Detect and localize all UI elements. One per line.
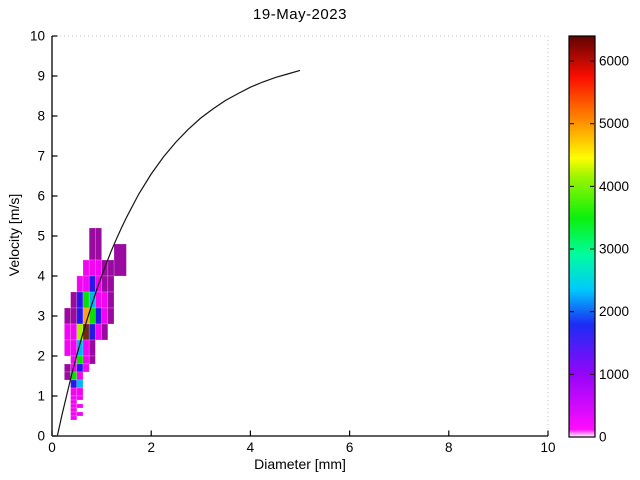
- histogram-cell: [95, 323, 102, 341]
- histogram-cell: [88, 227, 96, 261]
- y-tick-label: 0: [37, 429, 45, 444]
- colorbar-tick-label: 3000: [599, 242, 629, 257]
- histogram-cell: [82, 339, 90, 357]
- histogram-cell: [70, 379, 78, 389]
- histogram-cell: [70, 407, 78, 413]
- y-tick-label: 1: [37, 389, 45, 404]
- histogram-cell: [88, 355, 96, 365]
- histogram-cell: [64, 307, 71, 325]
- histogram-cell: [76, 363, 84, 373]
- histogram-cell: [82, 259, 90, 277]
- chart-title: 19-May-2023: [253, 6, 347, 23]
- histogram-cell: [70, 415, 78, 421]
- histogram-cell: [88, 259, 96, 277]
- terminal-velocity-curve: [56, 69, 301, 436]
- histogram-cell: [70, 323, 78, 341]
- colorbar-tick-label: 0: [599, 430, 607, 445]
- histogram-cell: [70, 411, 78, 417]
- histogram-cell: [64, 371, 71, 381]
- histogram-cell: [88, 323, 96, 341]
- histogram-cell: [76, 355, 84, 365]
- x-tick-label: 10: [540, 440, 555, 455]
- histogram-cell: [76, 371, 84, 381]
- histogram-cell: [76, 387, 84, 397]
- y-tick-label: 6: [37, 189, 45, 204]
- x-tick-label: 0: [48, 440, 56, 455]
- histogram-cell: [82, 275, 90, 293]
- colorbar-tick-label: 4000: [599, 179, 629, 194]
- histogram-cell: [82, 291, 90, 309]
- y-tick-label: 10: [30, 29, 45, 44]
- y-tick-label: 4: [37, 269, 45, 284]
- histogram-cell: [64, 323, 71, 341]
- colorbar-tick-label: 5000: [599, 116, 629, 131]
- histogram-cell: [64, 339, 71, 357]
- histogram-cell: [70, 399, 78, 405]
- histogram-cell: [70, 291, 78, 309]
- colorbar-tick-label: 2000: [599, 304, 629, 319]
- colorbar-tick-label: 6000: [599, 54, 629, 69]
- y-tick-label: 9: [37, 69, 45, 84]
- histogram-cell: [95, 291, 102, 309]
- histogram-cell: [88, 339, 96, 357]
- histogram-cell: [76, 379, 84, 389]
- histogram-cell: [88, 275, 96, 293]
- x-tick-label: 8: [445, 440, 453, 455]
- histogram-cell: [76, 411, 84, 417]
- y-axis-label: Velocity [m/s]: [6, 193, 22, 277]
- histogram-cell: [107, 291, 115, 309]
- histogram-cell: [76, 403, 84, 409]
- histogram-cell: [70, 403, 78, 409]
- colorbar-tick-label: 1000: [599, 367, 629, 382]
- y-tick-label: 7: [37, 149, 45, 164]
- histogram-cell: [107, 259, 115, 277]
- histogram-cell: [76, 395, 84, 401]
- histogram-cell: [76, 307, 84, 325]
- y-tick-label: 3: [37, 309, 45, 324]
- y-tick-label: 2: [37, 349, 45, 364]
- histogram-cell: [70, 339, 78, 357]
- histogram-cell: [82, 363, 90, 373]
- colorbar: [568, 35, 596, 438]
- histogram-cell: [70, 387, 78, 397]
- histogram-cell: [64, 363, 71, 373]
- histogram-cell: [70, 395, 78, 401]
- histogram-cell: [95, 227, 102, 261]
- histogram-cell: [88, 291, 96, 309]
- histogram-cell: [107, 275, 115, 293]
- histogram-cell: [101, 275, 109, 293]
- x-tick-label: 2: [147, 440, 155, 455]
- y-tick-label: 8: [37, 109, 45, 124]
- histogram-cell: [70, 307, 78, 325]
- histogram-cell: [82, 355, 90, 365]
- histogram-cell: [101, 323, 109, 341]
- histogram-cell: [95, 307, 102, 325]
- histogram-cell: [107, 307, 115, 325]
- y-tick-label: 5: [37, 229, 45, 244]
- histogram-cell: [95, 259, 102, 277]
- histogram-cell: [76, 291, 84, 309]
- x-tick-label: 4: [247, 440, 255, 455]
- x-axis-label: Diameter [mm]: [254, 456, 346, 472]
- histogram-cell: [101, 307, 109, 325]
- histogram-cell: [113, 243, 127, 277]
- histogram-cell: [76, 275, 84, 293]
- x-tick-label: 6: [346, 440, 354, 455]
- histogram-cell: [101, 291, 109, 309]
